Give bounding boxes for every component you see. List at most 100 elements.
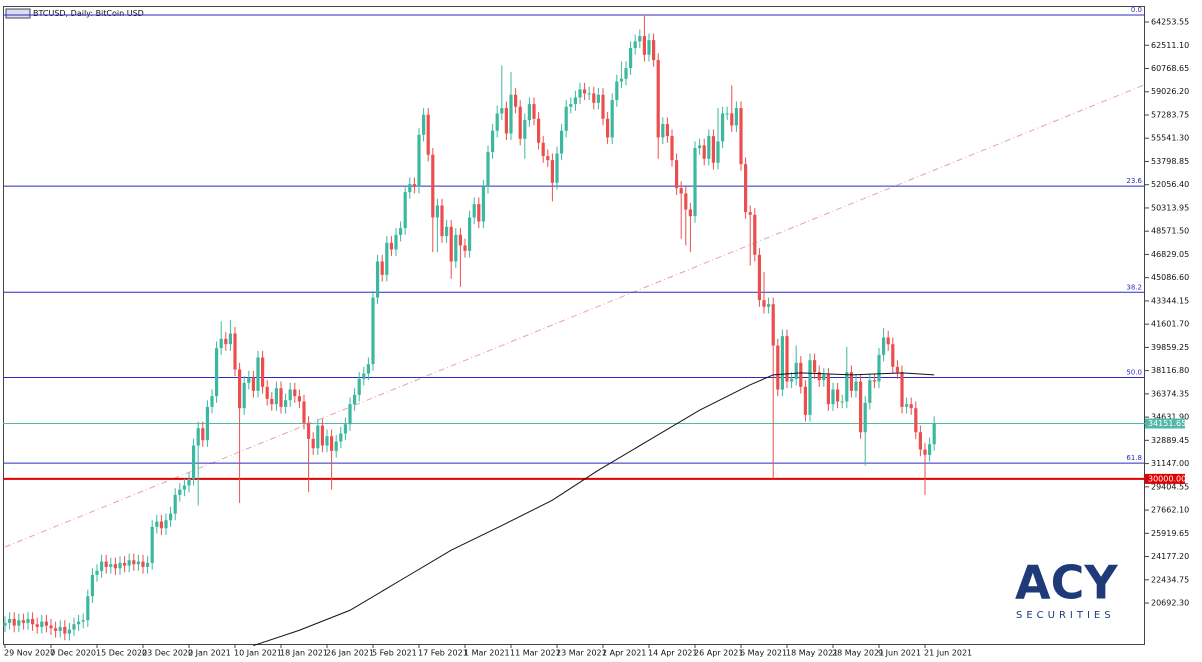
candle-body [35,624,39,627]
candle-body [141,561,145,567]
candle-body [527,104,531,121]
candle-body [868,380,872,403]
candle-body [334,441,338,451]
candle-body [716,141,720,163]
candle-body [707,136,711,159]
price-label: 30000.00 [1148,474,1186,483]
candle-body [422,114,426,135]
candle-body [228,333,232,345]
candle-body [578,89,582,98]
candle-body [63,626,67,634]
candle-body [256,357,260,391]
x-tick-label: 26 Jan 2021 [326,649,374,658]
candle-body [932,423,936,445]
candle-body [780,336,784,390]
y-tick-label: 24177.20 [1151,552,1189,561]
y-tick-label: 46829.05 [1151,250,1189,259]
candle-body [90,574,94,597]
candle-body [389,242,393,250]
x-tick-label: 5 Feb 2021 [372,649,417,658]
candle-body [762,300,766,307]
candle-body [320,425,324,446]
candle-body [113,564,117,569]
candle-body [900,372,904,407]
candle-body [914,408,918,433]
candle-body [431,154,435,218]
candle-body [928,444,932,455]
candle-body [905,404,909,407]
candle-body [785,336,789,382]
y-tick-label: 60768.65 [1151,64,1189,73]
candle-body [891,344,895,367]
candle-body [247,377,251,383]
candle-body [31,618,35,625]
y-tick-label: 45086.60 [1151,273,1189,282]
candle-body [596,94,600,103]
candle-body [601,94,605,119]
candle-body [767,304,771,307]
candle-body [555,153,559,183]
candle-body [26,618,30,623]
candle-body [104,561,108,567]
candle-body [776,345,780,390]
candle-body [863,402,867,433]
candle-body [417,134,421,187]
candle-body [826,374,830,405]
x-tick-label: 1 Mar 2021 [464,649,510,658]
candle-body [702,145,706,159]
candle-body [840,401,844,403]
candle-body [629,48,633,69]
y-tick-label: 31147.00 [1151,459,1189,468]
candle-body [670,136,674,161]
candle-body [302,401,306,423]
price-label-box [1145,418,1185,429]
y-tick-label: 36374.35 [1151,389,1189,398]
candle-body [661,124,665,138]
candle-body [790,378,794,382]
candle-body [458,234,462,246]
candle-body [339,433,343,442]
candle-body [587,93,591,95]
fib-level-label: 0.0 [1131,6,1142,14]
x-tick-label: 2 Apr 2021 [602,649,646,658]
candle-body [366,364,370,374]
candle-body [633,41,637,49]
candle-body [270,398,274,405]
candle-body [8,618,12,623]
candle-body [284,400,288,407]
candle-body [403,192,407,229]
candle-body [297,396,301,402]
logo: ACY SECURITIES [1015,556,1118,622]
candle-body [454,234,458,262]
candle-body [293,389,297,397]
logo-subtext: SECURITIES [1016,610,1115,621]
fib-level-label: 50.0 [1126,369,1142,377]
candle-body [265,386,269,399]
candle-body [330,436,334,451]
candle-body [500,108,504,114]
y-tick-label: 41601.70 [1151,320,1189,329]
candle-body [127,560,131,566]
candle-body [49,625,53,629]
candle-body [251,377,255,391]
x-tick-label: 21 Jun 2021 [924,649,972,658]
chart-title: BTCUSD, Daily: BitCoin USD [33,9,144,18]
y-tick-label: 62511.10 [1151,41,1189,50]
candle-body [803,386,807,415]
y-tick-label: 25919.65 [1151,529,1189,538]
y-tick-label: 57283.75 [1151,110,1189,119]
candle-body [638,36,642,42]
candle-body [17,620,21,626]
candle-body [376,261,380,298]
candle-body [132,560,136,565]
candle-body [642,36,646,55]
x-tick-label: 7 Dec 2020 [50,649,96,658]
y-tick-label: 32889.45 [1151,436,1189,445]
candle-body [909,404,913,409]
y-tick-label: 55541.30 [1151,134,1189,143]
candle-body [619,78,623,82]
candle-body [849,372,853,391]
y-tick-label: 50313.95 [1151,203,1189,212]
x-tick-label: 6 May 2021 [740,649,787,658]
price-label-box [1145,473,1185,484]
